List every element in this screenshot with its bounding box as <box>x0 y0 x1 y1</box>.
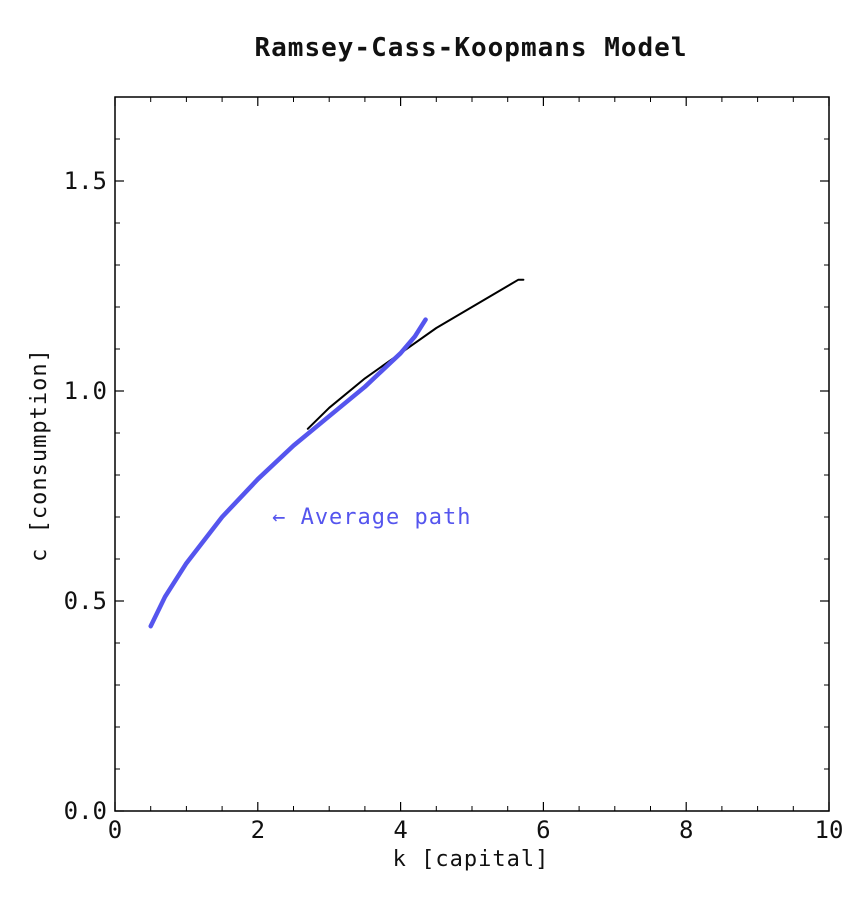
chart-title: Ramsey-Cass-Koopmans Model <box>255 33 688 63</box>
axis-ticks <box>114 96 830 812</box>
x-tick-label: 4 <box>393 816 407 844</box>
series-group <box>148 278 525 629</box>
y-tick-label: 1.0 <box>64 377 107 405</box>
x-tick-label: 0 <box>108 816 122 844</box>
series-line-black <box>306 278 525 430</box>
x-tick-label: 10 <box>815 816 844 844</box>
y-axis-label: c [consumption] <box>27 348 52 562</box>
series-line-average-path <box>148 317 428 629</box>
x-axis-label: k [capital] <box>393 847 550 872</box>
average-path-annotation: ← Average path <box>272 505 471 530</box>
x-tick-label: 2 <box>251 816 265 844</box>
y-tick-label: 0.0 <box>64 797 107 825</box>
annotations: ← Average path <box>272 505 471 530</box>
y-tick-label: 0.5 <box>64 587 107 615</box>
x-tick-label: 6 <box>536 816 550 844</box>
x-tick-label: 8 <box>679 816 693 844</box>
y-tick-label: 1.5 <box>64 167 107 195</box>
plot-frame <box>114 96 830 812</box>
tick-labels: 0 2 4 6 8 10 0.0 0.5 1.0 1.5 <box>64 167 844 844</box>
